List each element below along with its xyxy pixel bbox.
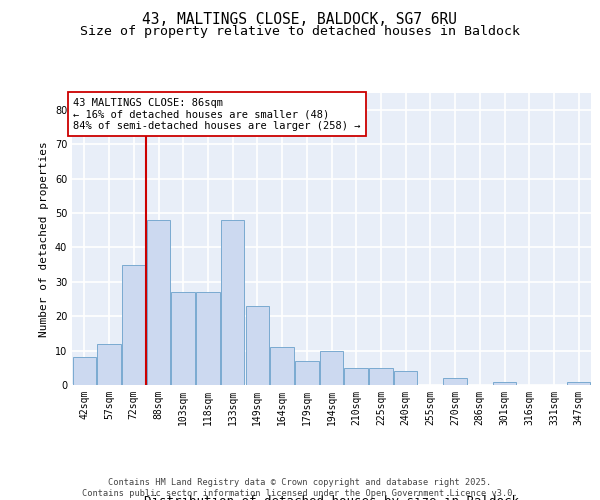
Text: Size of property relative to detached houses in Baldock: Size of property relative to detached ho…	[80, 25, 520, 38]
Bar	[147, 220, 170, 385]
Bar	[320, 350, 343, 385]
Bar	[567, 382, 590, 385]
Bar	[122, 264, 146, 385]
Text: Contains HM Land Registry data © Crown copyright and database right 2025.
Contai: Contains HM Land Registry data © Crown c…	[82, 478, 518, 498]
Bar	[271, 347, 294, 385]
Text: 43, MALTINGS CLOSE, BALDOCK, SG7 6RU: 43, MALTINGS CLOSE, BALDOCK, SG7 6RU	[143, 12, 458, 28]
Bar	[344, 368, 368, 385]
Y-axis label: Number of detached properties: Number of detached properties	[39, 141, 49, 336]
Bar	[196, 292, 220, 385]
Bar	[369, 368, 392, 385]
Bar	[172, 292, 195, 385]
Text: 43 MALTINGS CLOSE: 86sqm
← 16% of detached houses are smaller (48)
84% of semi-d: 43 MALTINGS CLOSE: 86sqm ← 16% of detach…	[73, 98, 361, 131]
Bar	[245, 306, 269, 385]
Bar	[97, 344, 121, 385]
X-axis label: Distribution of detached houses by size in Baldock: Distribution of detached houses by size …	[144, 494, 519, 500]
Bar	[295, 361, 319, 385]
Bar	[221, 220, 244, 385]
Bar	[493, 382, 516, 385]
Bar	[443, 378, 467, 385]
Bar	[394, 371, 418, 385]
Bar	[73, 358, 96, 385]
